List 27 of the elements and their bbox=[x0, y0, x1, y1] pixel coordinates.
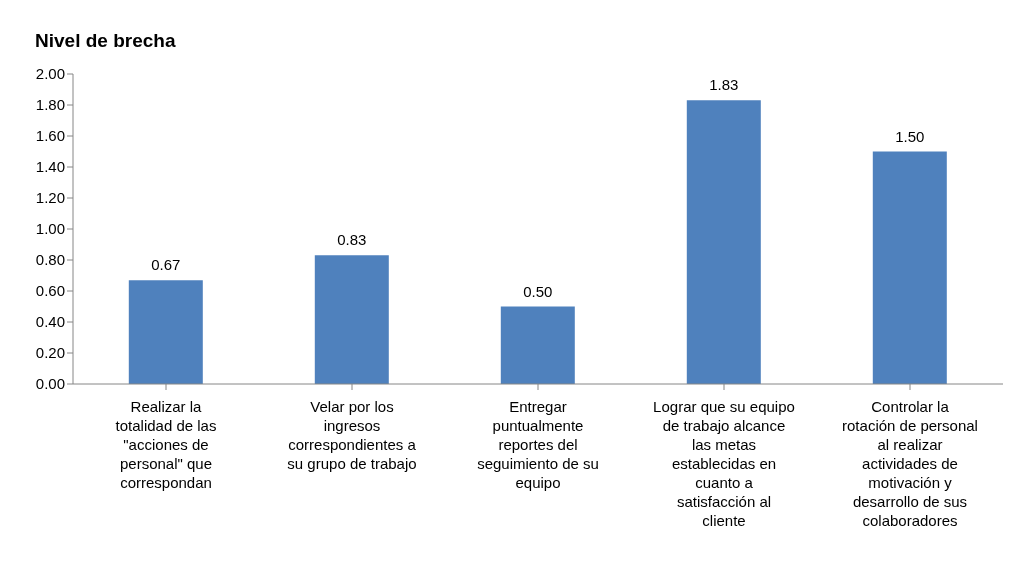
bar bbox=[872, 151, 947, 384]
y-tick-label: 2.00 bbox=[35, 65, 65, 83]
x-tick-label: Realizar la totalidad de las "acciones de personal" que correspondan bbox=[115, 398, 217, 491]
data-label: 1.50 bbox=[895, 127, 925, 145]
y-tick-label: 1.80 bbox=[35, 96, 65, 114]
bar bbox=[314, 255, 389, 384]
bar bbox=[686, 100, 761, 384]
x-tick-label: Lograr que su equipo de trabajo alcance las metas establecidas en cuanto a satisfacción al cliente bbox=[653, 398, 795, 529]
bar bbox=[128, 280, 203, 384]
x-tick-label: Velar por los ingresos correspondientes a su grupo de trabajo bbox=[287, 398, 417, 472]
chart-title: Nivel de brecha bbox=[35, 30, 176, 52]
y-tick-label: 1.00 bbox=[35, 220, 65, 238]
y-tick-label: 0.20 bbox=[35, 344, 65, 362]
y-tick-label: 1.60 bbox=[35, 127, 65, 145]
x-tick-label: Controlar la rotación de personal al realizar actividades de motivación y desarrollo de sus colaboradores bbox=[842, 398, 978, 529]
y-tick-label: 1.20 bbox=[35, 189, 65, 207]
y-tick-label: 0.00 bbox=[35, 375, 65, 393]
y-tick-label: 0.80 bbox=[35, 251, 65, 269]
data-label: 0.50 bbox=[523, 282, 553, 300]
y-tick-label: 0.40 bbox=[35, 313, 65, 331]
y-tick-label: 1.40 bbox=[35, 158, 65, 176]
data-label: 0.83 bbox=[337, 231, 367, 249]
x-tick-label: Entregar puntualmente reportes del seguimiento de su equipo bbox=[477, 398, 599, 491]
bar bbox=[500, 306, 575, 384]
data-label: 0.67 bbox=[151, 256, 181, 274]
data-label: 1.83 bbox=[709, 76, 739, 94]
y-tick-label: 0.60 bbox=[35, 282, 65, 300]
